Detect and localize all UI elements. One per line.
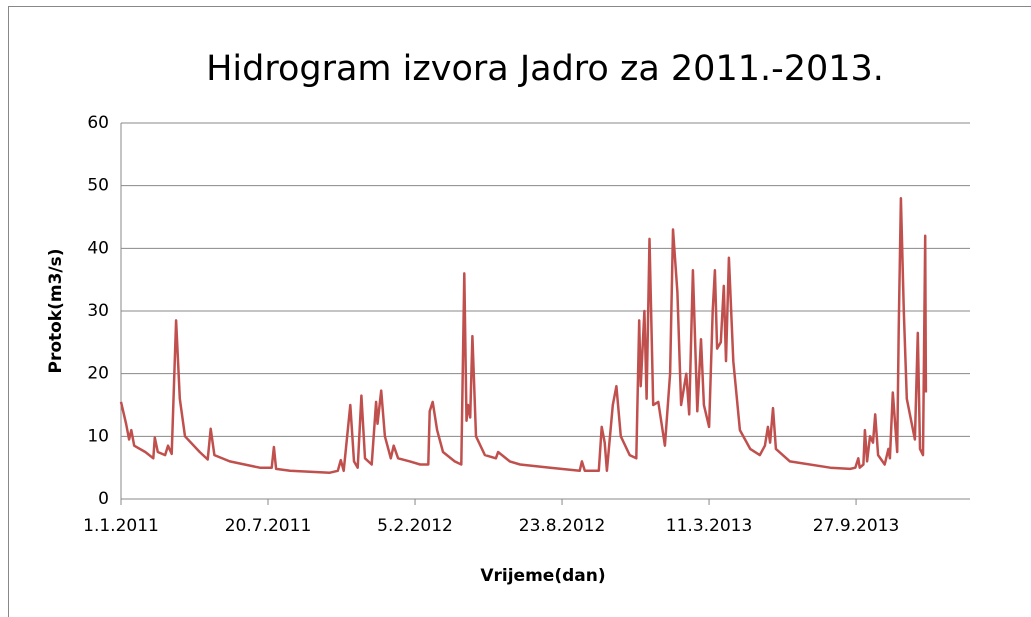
y-tick-label: 30 <box>87 301 109 321</box>
data-line <box>119 196 928 474</box>
x-tick-label: 1.1.2011 <box>83 516 159 536</box>
y-tick-label: 10 <box>87 426 109 446</box>
y-tick-label: 40 <box>87 238 109 258</box>
x-tick-label: 27.9.2013 <box>813 516 900 536</box>
y-tick-label: 20 <box>87 364 109 384</box>
x-axis-title: Vrijeme(dan) <box>480 566 605 586</box>
y-axis-title: Protok(m3/s) <box>46 248 66 373</box>
y-tick-label: 50 <box>87 176 109 196</box>
y-tick-label: 60 <box>87 113 109 133</box>
x-tick-label: 20.7.2011 <box>225 516 312 536</box>
x-tick-label: 11.3.2013 <box>666 516 753 536</box>
x-tick-label: 23.8.2012 <box>519 516 606 536</box>
chart-title: Hidrogram izvora Jadro za 2011.-2013. <box>206 49 884 89</box>
y-tick-label: 0 <box>98 489 109 509</box>
x-tick-label: 5.2.2012 <box>377 516 453 536</box>
